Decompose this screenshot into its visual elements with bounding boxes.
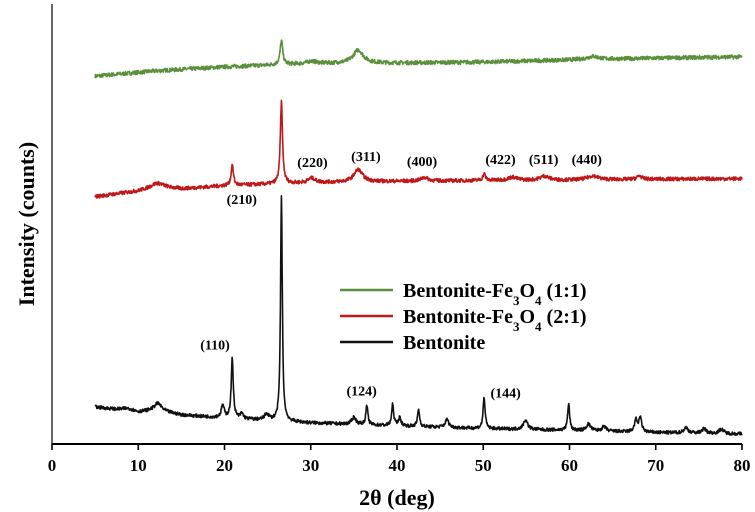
peak-label: (124) xyxy=(346,385,377,400)
legend: Bentonite-Fe3O4 (1:1)Bentonite-Fe3O4 (2:… xyxy=(340,280,587,354)
peak-annotations: (210) (110) (124) (144) (220) (311) (400) (422)… xyxy=(200,150,602,401)
peak-label: (144) xyxy=(491,386,522,401)
peak-label: (311) xyxy=(351,150,381,165)
peak-label: (220) xyxy=(297,156,328,171)
peak-label: (400) xyxy=(407,155,438,170)
x-tick-label: 60 xyxy=(561,456,578,475)
x-tick-label: 50 xyxy=(475,456,492,475)
x-tick-label: 80 xyxy=(734,456,751,475)
peak-label: (422) xyxy=(485,153,516,168)
peak-label: (440) xyxy=(572,153,603,168)
x-axis-title: 2θ (deg) xyxy=(359,485,435,510)
x-tick-label: 30 xyxy=(302,456,319,475)
peak-label: (511) xyxy=(529,153,559,168)
y-axis-title: Intensity (counts) xyxy=(14,142,39,306)
legend-label-1: Bentonite-Fe3O4 (2:1) xyxy=(403,306,587,334)
series-line-1 xyxy=(94,99,743,199)
series-layer xyxy=(94,39,743,436)
x-tick-label: 20 xyxy=(216,456,233,475)
series-line-0 xyxy=(94,39,743,79)
x-ticks: 0 10 20 30 40 50 60 70 80 xyxy=(48,444,751,475)
x-tick-label: 40 xyxy=(389,456,406,475)
series-line-2 xyxy=(94,195,743,436)
x-tick-label: 70 xyxy=(647,456,664,475)
peak-label: (210) xyxy=(227,193,258,208)
legend-label-0: Bentonite-Fe3O4 (1:1) xyxy=(403,280,587,308)
x-tick-label: 0 xyxy=(48,456,57,475)
legend-label-2: Bentonite xyxy=(403,332,485,354)
peak-label: (110) xyxy=(200,338,230,353)
x-tick-label: 10 xyxy=(130,456,147,475)
